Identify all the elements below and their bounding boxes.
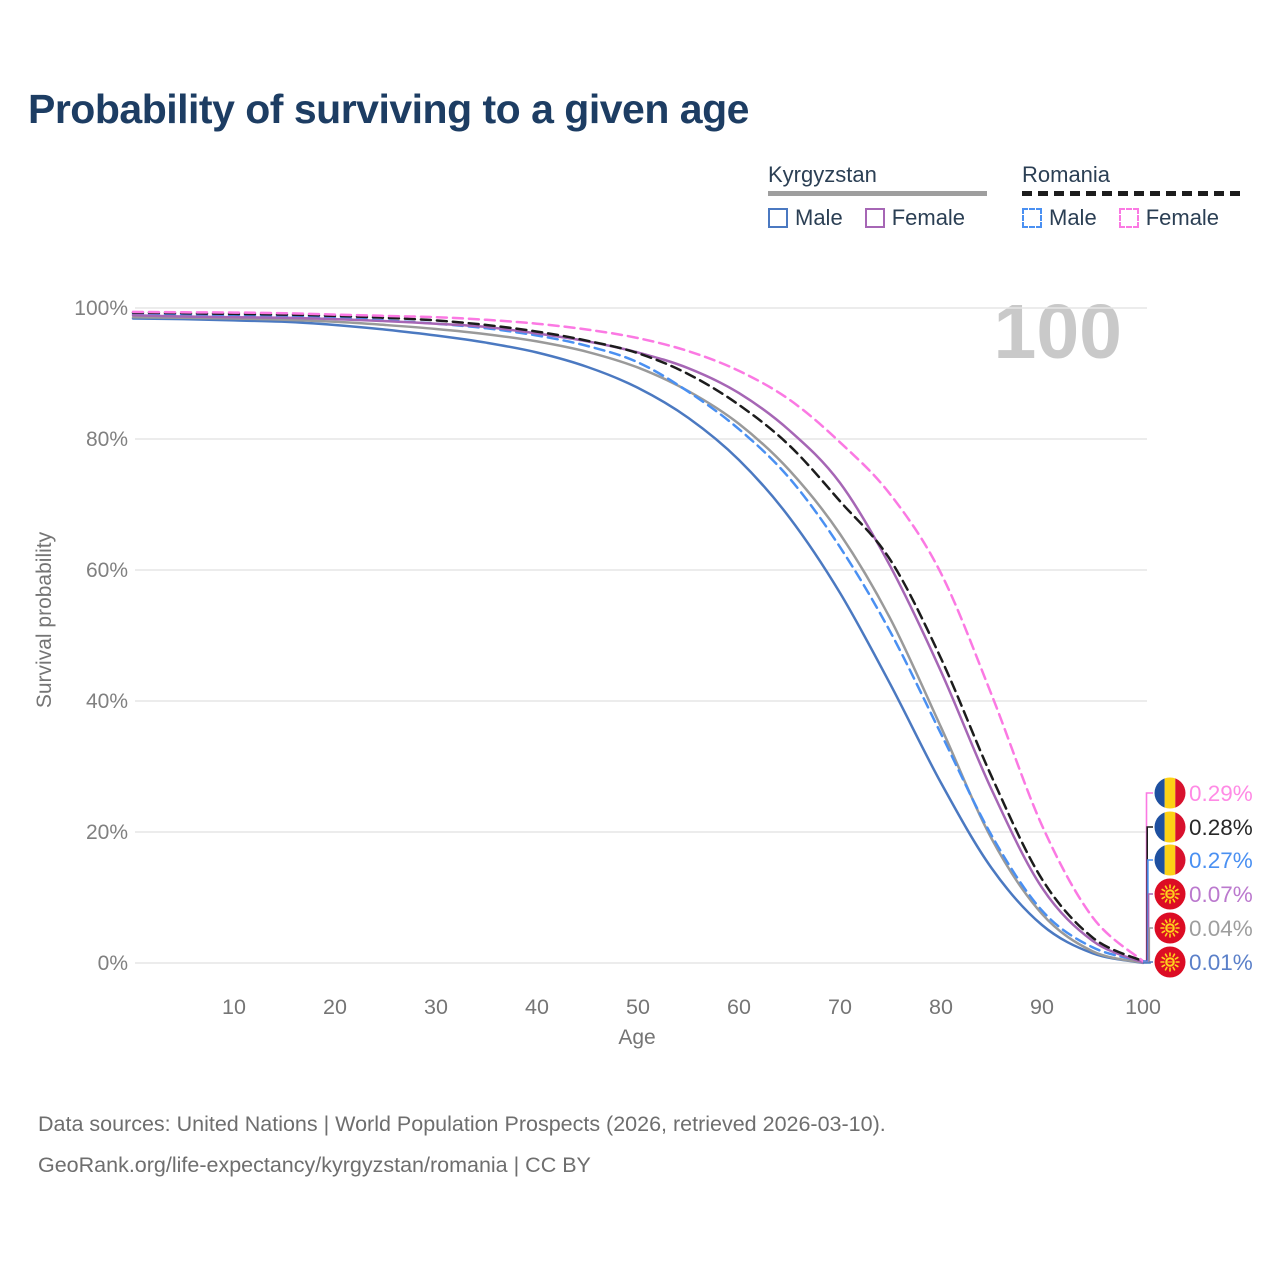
end-value-label-romania-female: 0.29% (1189, 781, 1253, 806)
x-axis-title: Age (618, 1026, 656, 1049)
legend-country-label: Kyrgyzstan (768, 162, 877, 187)
legend-group-romania: Romania Male Female (1022, 162, 1242, 231)
y-tick-label: 20% (86, 821, 128, 844)
legend-country-label: Romania (1022, 162, 1111, 187)
legend-item-label: Male (795, 204, 843, 230)
legend-item-romania-female[interactable]: Female (1118, 204, 1220, 231)
y-tick-label: 80% (86, 428, 128, 451)
x-tick-label: 80 (929, 995, 953, 1019)
x-tick-label: 100 (1125, 995, 1161, 1019)
kyrgyzstan-flag-icon (1154, 878, 1186, 910)
kyrgyzstan-flag-icon (1154, 912, 1186, 944)
legend-item-kyrgyzstan-female[interactable]: Female (864, 204, 966, 231)
footer-source-url: GeoRank.org/life-expectancy/kyrgyzstan/r… (38, 1153, 591, 1177)
legend-underline-solid (768, 191, 988, 196)
y-tick-label: 100% (74, 297, 128, 320)
x-tick-label: 90 (1030, 995, 1054, 1019)
end-value-label-romania-male: 0.27% (1189, 848, 1253, 873)
curve-kyrgyzstan-male (131, 317, 1145, 965)
legend-swatch-kyrgyzstan-female (864, 207, 885, 228)
leader-line-kyrgyzstan-male (1143, 961, 1153, 964)
y-tick-label: 60% (86, 559, 128, 582)
legend-item-romania-male[interactable]: Male (1022, 205, 1097, 231)
romania-flag-icon (1154, 811, 1186, 843)
x-tick-label: 40 (525, 995, 549, 1019)
end-value-label-kyrgyzstan: 0.04% (1189, 916, 1253, 941)
curve-romania-female (131, 310, 1145, 963)
legend-item-label: Female (1145, 204, 1220, 230)
footer-data-sources: Data sources: United Nations | World Pop… (38, 1112, 886, 1136)
romania-flag-icon (1154, 777, 1186, 809)
age-watermark: 100 (993, 289, 1122, 375)
x-tick-label: 70 (828, 995, 852, 1019)
end-value-label-kyrgyzstan-female: 0.07% (1189, 882, 1253, 907)
end-value-label-romania: 0.28% (1189, 815, 1253, 840)
end-value-label-kyrgyzstan-male: 0.01% (1189, 950, 1253, 975)
legend-swatch-romania-male (1022, 207, 1042, 228)
x-tick-label: 30 (424, 995, 448, 1019)
x-tick-label: 60 (727, 995, 751, 1019)
legend-group-kyrgyzstan: Kyrgyzstan Male Female (768, 162, 988, 231)
x-tick-label: 20 (323, 995, 347, 1019)
x-tick-label: 10 (222, 995, 246, 1019)
x-tick-label: 50 (626, 995, 650, 1019)
curve-romania (131, 311, 1145, 963)
page-title: Probability of surviving to a given age (28, 86, 749, 132)
legend-item-label: Female (891, 204, 966, 230)
y-tick-label: 40% (86, 690, 128, 713)
curve-kyrgyzstan-female (131, 313, 1145, 964)
y-axis-title: Survival probability (33, 531, 56, 709)
y-tick-label: 0% (98, 952, 128, 975)
curve-romania-male (131, 312, 1145, 963)
kyrgyzstan-flag-icon (1154, 946, 1186, 978)
romania-flag-icon (1154, 844, 1186, 876)
legend-item-label: Male (1049, 204, 1097, 230)
footer: Data sources: United Nations | World Pop… (38, 1104, 886, 1186)
legend-swatch-kyrgyzstan-male (768, 207, 788, 228)
legend-swatch-romania-female (1118, 207, 1139, 228)
legend-underline-dashed (1022, 191, 1242, 196)
legend-item-kyrgyzstan-male[interactable]: Male (768, 205, 843, 231)
